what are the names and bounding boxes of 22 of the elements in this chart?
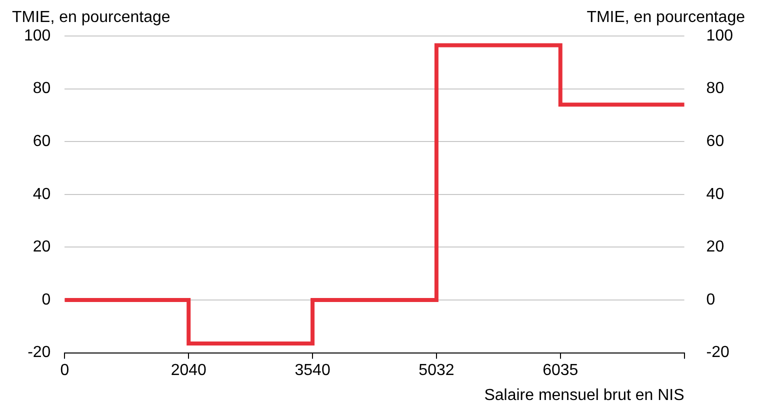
x-tick-label: 3540 bbox=[294, 362, 330, 379]
y-tick-label: 20 bbox=[32, 238, 51, 256]
y2-tick-label: 0 bbox=[706, 291, 716, 308]
y-tick-label: 100 bbox=[24, 27, 51, 44]
y2-tick-label: -20 bbox=[706, 344, 730, 362]
y-axis-title: TMIE, en pourcentage bbox=[12, 9, 170, 26]
y2-axis-title: TMIE, en pourcentage bbox=[586, 9, 746, 26]
y-tick-label: -20 bbox=[28, 344, 51, 362]
y-tick-label: 80 bbox=[32, 80, 51, 98]
y2-tick-label: 80 bbox=[706, 80, 724, 98]
y-tick-label: 60 bbox=[32, 133, 51, 150]
y2-tick-label: 40 bbox=[706, 186, 724, 203]
y-tick-label: 0 bbox=[42, 291, 51, 308]
y2-tick-label: 100 bbox=[706, 27, 734, 44]
x-axis-title: Salaire mensuel brut en NIS bbox=[484, 387, 684, 404]
x-tick-label: 5032 bbox=[418, 362, 454, 379]
x-tick-label: 6035 bbox=[542, 362, 578, 379]
x-tick-label: 0 bbox=[60, 362, 70, 379]
y2-tick-label: 60 bbox=[706, 133, 724, 150]
y-tick-label: 40 bbox=[32, 186, 51, 203]
y2-tick-label: 20 bbox=[706, 238, 724, 256]
x-tick-label: 2040 bbox=[170, 362, 207, 379]
